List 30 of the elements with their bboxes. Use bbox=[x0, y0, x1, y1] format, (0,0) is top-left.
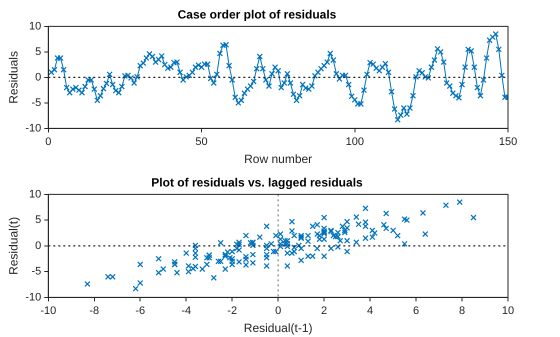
x-tick-label: -8 bbox=[89, 305, 100, 318]
chart-title: Case order plot of residuals bbox=[178, 8, 337, 22]
x-tick-label: -6 bbox=[135, 305, 146, 318]
x-axis-title: Residual(t-1) bbox=[244, 321, 312, 336]
chart-title: Plot of residuals vs. lagged residuals bbox=[151, 176, 364, 190]
x-tick-label: 0 bbox=[275, 305, 282, 318]
x-tick-label: 100 bbox=[346, 136, 364, 148]
y-tick-label: 10 bbox=[29, 20, 42, 32]
y-axis-title: Residual(t) bbox=[6, 216, 21, 275]
y-tick-label: -10 bbox=[25, 291, 42, 304]
y-tick-label: -10 bbox=[25, 122, 42, 134]
x-tick-label: -4 bbox=[181, 305, 192, 318]
y-tick-label: 5 bbox=[35, 46, 42, 58]
x-tick-label: 4 bbox=[367, 305, 374, 318]
y-tick-label: 5 bbox=[35, 214, 42, 226]
y-tick-label: 10 bbox=[29, 188, 42, 200]
x-tick-label: 10 bbox=[502, 305, 514, 318]
y-tick-label: 0 bbox=[35, 240, 42, 252]
x-tick-label: 2 bbox=[321, 305, 328, 318]
y-tick-label: -5 bbox=[32, 96, 42, 109]
x-tick-label: 50 bbox=[195, 136, 208, 148]
x-tick-label: 6 bbox=[412, 305, 420, 318]
y-tick-label: -5 bbox=[32, 266, 42, 278]
y-tick-label: 0 bbox=[35, 71, 42, 84]
y-axis-title: Residuals bbox=[6, 51, 21, 104]
x-axis-title: Row number bbox=[244, 152, 312, 166]
x-tick-label: 150 bbox=[498, 136, 518, 148]
x-tick-label: -2 bbox=[227, 305, 238, 318]
x-tick-label: 8 bbox=[458, 305, 466, 318]
x-tick-label: 0 bbox=[45, 136, 52, 148]
